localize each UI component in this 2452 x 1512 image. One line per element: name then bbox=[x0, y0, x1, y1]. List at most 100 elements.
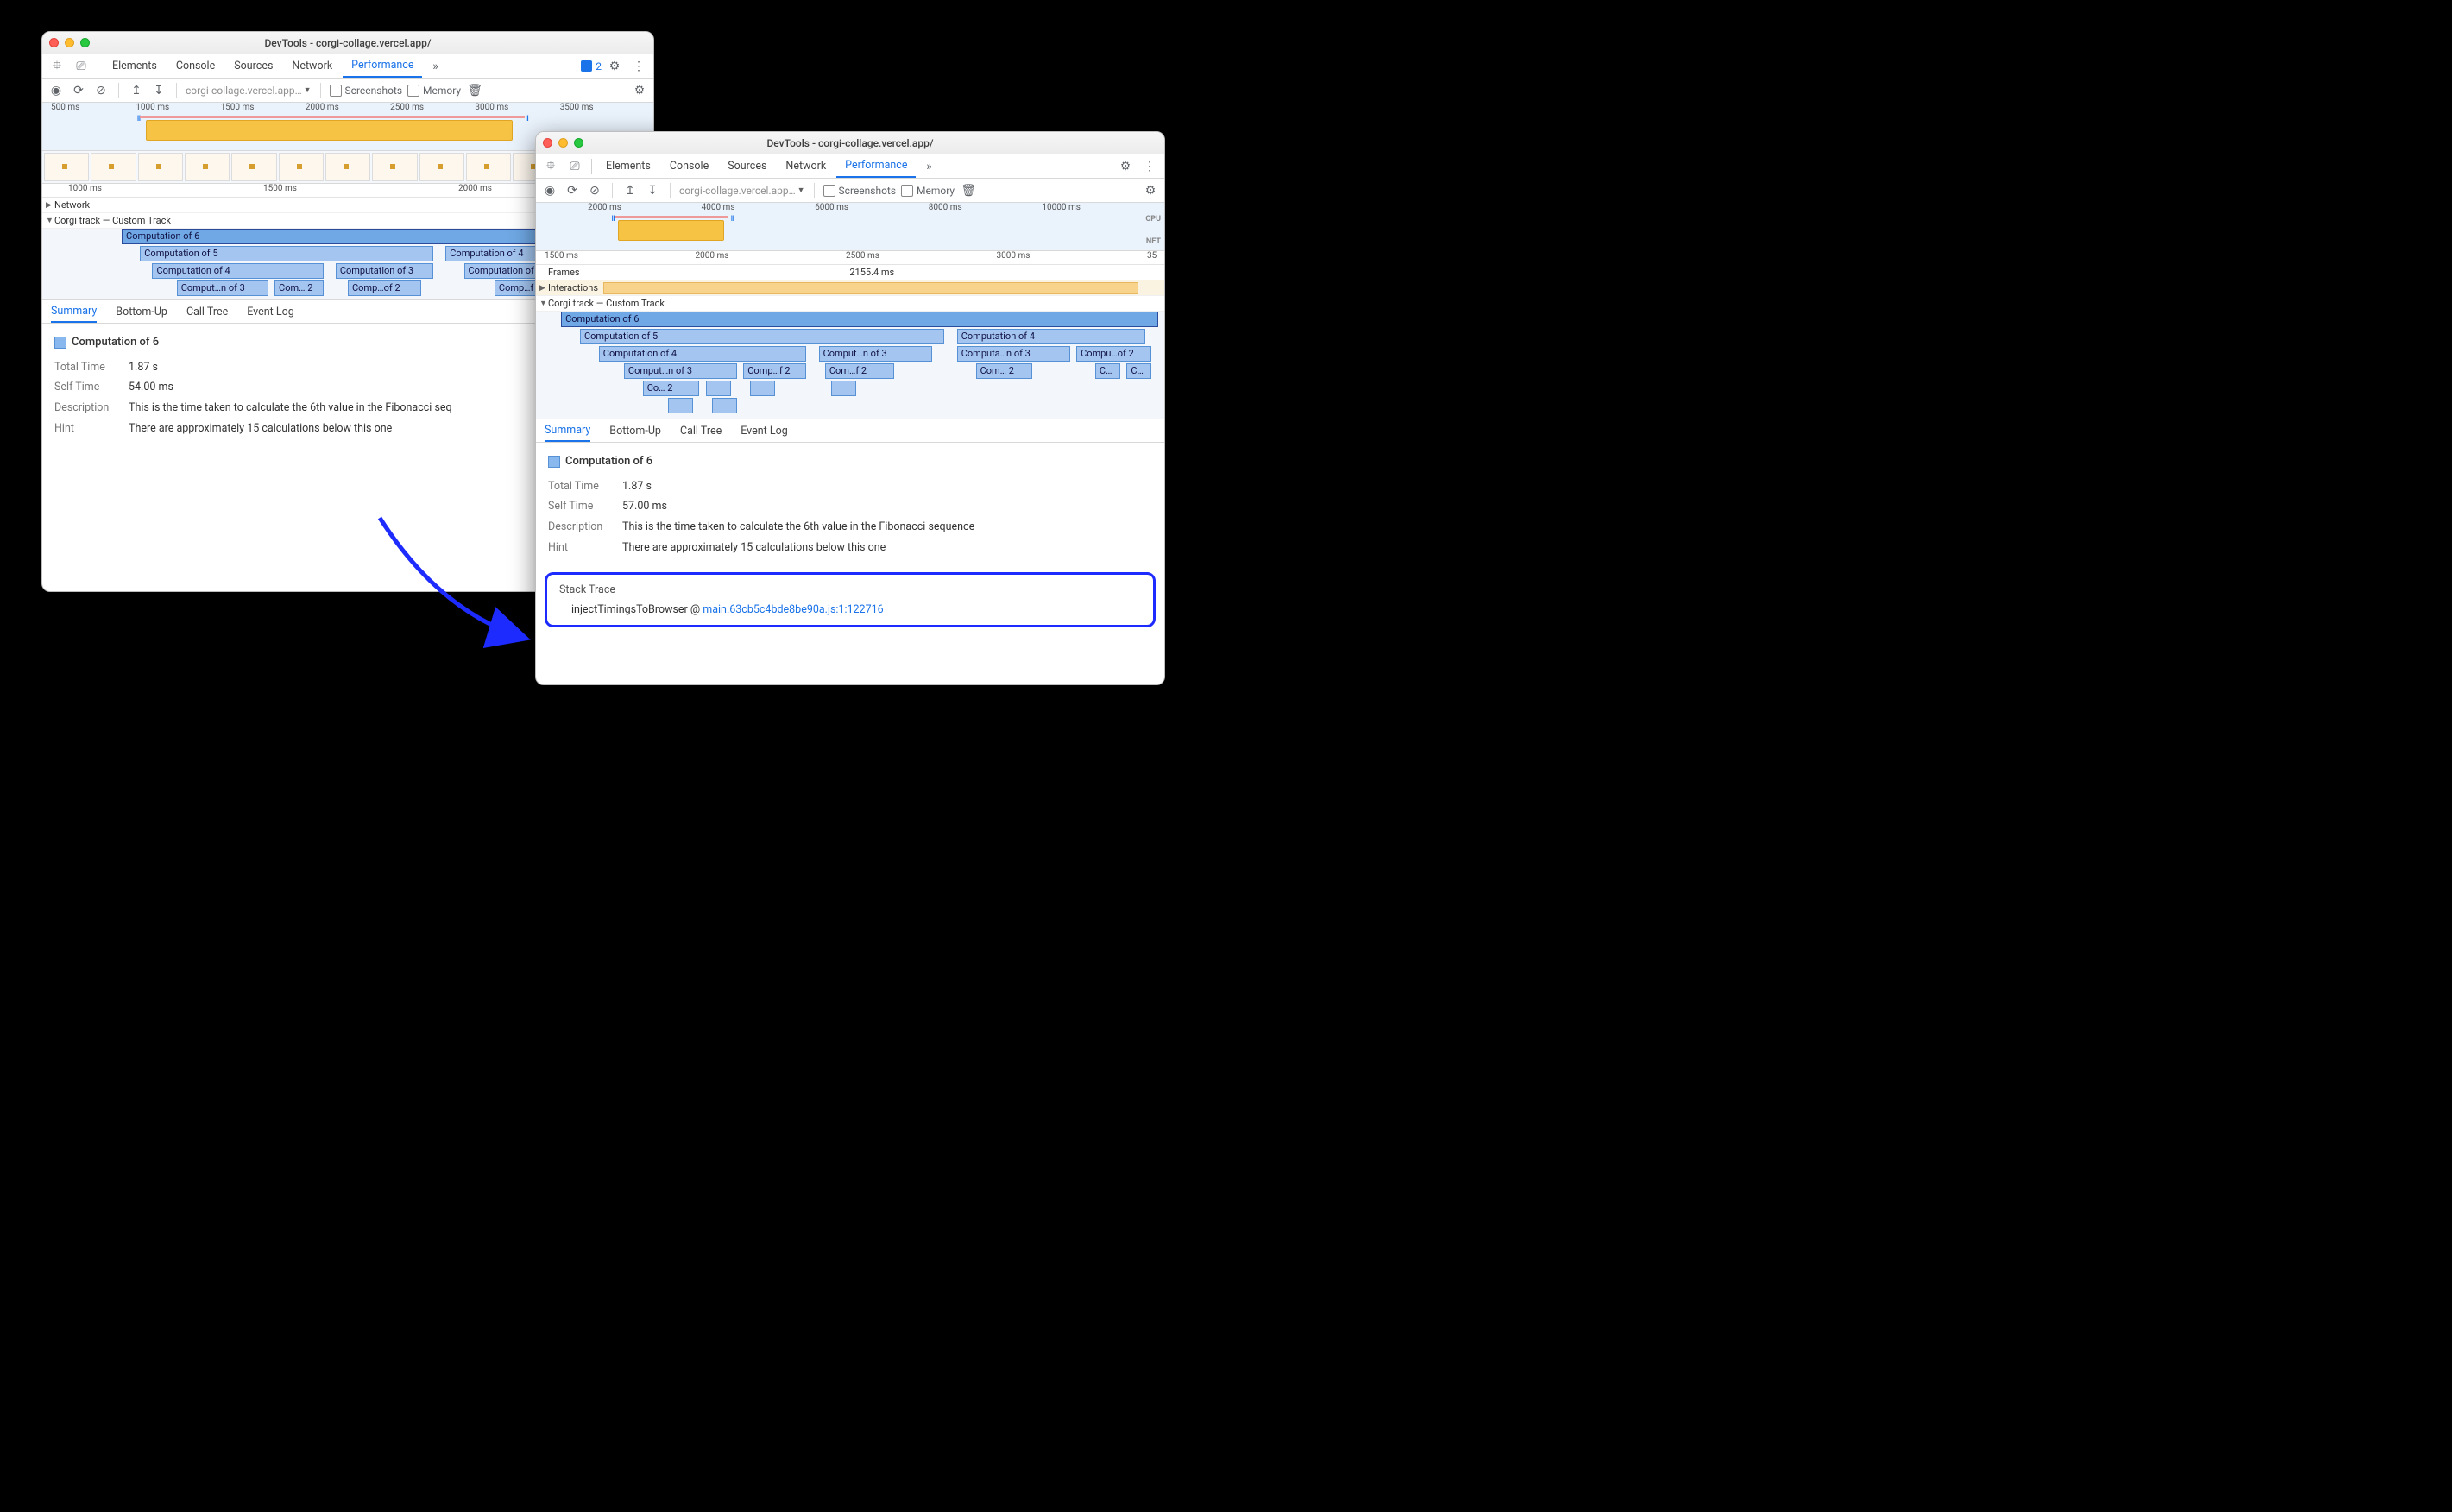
inspect-icon[interactable]: ⯐ bbox=[539, 156, 562, 177]
description-value: This is the time taken to calculate the … bbox=[622, 517, 974, 538]
subtab-eventlog[interactable]: Event Log bbox=[741, 425, 788, 438]
record-icon[interactable]: ◉ bbox=[541, 184, 558, 198]
titlebar[interactable]: DevTools - corgi-collage.vercel.app/ bbox=[42, 32, 653, 54]
subtab-calltree[interactable]: Call Tree bbox=[680, 425, 722, 438]
subtab-eventlog[interactable]: Event Log bbox=[247, 306, 294, 318]
clear-icon[interactable]: ⊘ bbox=[92, 84, 110, 98]
device-icon[interactable]: ⎚ bbox=[564, 160, 586, 173]
trash-icon[interactable]: 🗑 bbox=[960, 184, 977, 198]
overview-strip[interactable]: 2000 ms 4000 ms 6000 ms 8000 ms 10000 ms… bbox=[536, 203, 1164, 251]
range-start-handle[interactable]: ‖ bbox=[137, 114, 141, 150]
total-time-value: 1.87 s bbox=[622, 476, 652, 497]
flame-bar[interactable] bbox=[750, 381, 775, 396]
flame-bar[interactable]: Comput…n of 3 bbox=[177, 280, 268, 296]
panel-tabs: ⯐ ⎚ Elements Console Sources Network Per… bbox=[536, 154, 1164, 179]
gear-icon[interactable]: ⚙ bbox=[1114, 160, 1137, 173]
download-icon[interactable]: ↧ bbox=[644, 184, 661, 198]
flame-bar[interactable]: Comput…n of 3 bbox=[819, 346, 932, 362]
inspect-icon[interactable]: ⯐ bbox=[46, 56, 68, 77]
more-tabs-icon[interactable]: » bbox=[424, 60, 446, 73]
flame-bar[interactable]: Computation of 3 bbox=[336, 263, 433, 279]
subtab-summary[interactable]: Summary bbox=[545, 419, 590, 442]
total-time-value: 1.87 s bbox=[129, 357, 158, 378]
overview-main-block bbox=[146, 120, 513, 141]
upload-icon[interactable]: ↥ bbox=[128, 84, 145, 98]
flame-bar[interactable]: C… bbox=[1095, 363, 1120, 379]
subtab-bottomup[interactable]: Bottom-Up bbox=[116, 306, 167, 318]
tab-sources[interactable]: Sources bbox=[225, 54, 281, 78]
url-selector[interactable]: corgi-collage.vercel.app… bbox=[679, 185, 805, 197]
subtab-calltree[interactable]: Call Tree bbox=[186, 306, 228, 318]
memory-checkbox[interactable]: Memory bbox=[901, 185, 955, 197]
flame-bar[interactable] bbox=[668, 398, 693, 413]
kebab-icon[interactable]: ⋮ bbox=[627, 60, 650, 73]
range-end-handle[interactable]: ‖ bbox=[731, 214, 734, 250]
summary-heading: Computation of 6 bbox=[548, 451, 1152, 473]
tab-network[interactable]: Network bbox=[777, 154, 835, 178]
reload-icon[interactable]: ⟳ bbox=[70, 84, 87, 98]
flame-bar[interactable]: C… bbox=[1126, 363, 1151, 379]
tab-elements[interactable]: Elements bbox=[104, 54, 166, 78]
range-start-handle[interactable]: ‖ bbox=[611, 214, 615, 250]
overview-red-bar bbox=[140, 116, 525, 118]
screenshots-checkbox[interactable]: Screenshots bbox=[823, 185, 896, 197]
flame-bar[interactable]: Computation of 5 bbox=[580, 329, 944, 344]
flame-bar[interactable]: Co… 2 bbox=[643, 381, 700, 396]
record-icon[interactable]: ◉ bbox=[47, 84, 65, 98]
flame-chart[interactable]: Computation of 6 Computation of 5 Computat… bbox=[536, 312, 1164, 419]
download-icon[interactable]: ↧ bbox=[150, 84, 167, 98]
settings-gear-icon[interactable]: ⚙ bbox=[631, 84, 648, 98]
gear-icon[interactable]: ⚙ bbox=[603, 60, 626, 73]
more-tabs-icon[interactable]: » bbox=[917, 160, 940, 173]
titlebar[interactable]: DevTools - corgi-collage.vercel.app/ bbox=[536, 132, 1164, 154]
flame-bar[interactable]: Comput…n of 3 bbox=[624, 363, 737, 379]
flame-bar[interactable]: Com… 2 bbox=[976, 363, 1033, 379]
description-value: This is the time taken to calculate the … bbox=[129, 398, 452, 419]
screenshots-checkbox[interactable]: Screenshots bbox=[330, 85, 402, 97]
flame-bar[interactable]: Computation of 4 bbox=[152, 263, 323, 279]
clear-icon[interactable]: ⊘ bbox=[586, 184, 603, 198]
flame-bar[interactable] bbox=[706, 381, 731, 396]
flame-bar[interactable] bbox=[712, 398, 737, 413]
tab-elements[interactable]: Elements bbox=[597, 154, 659, 178]
tab-performance[interactable]: Performance bbox=[836, 154, 916, 178]
summary-panel: Computation of 6 Total Time1.87 s Self T… bbox=[536, 443, 1164, 567]
memory-checkbox[interactable]: Memory bbox=[407, 85, 461, 97]
time-ruler[interactable]: 1500 ms 2000 ms 2500 ms 3000 ms 35 bbox=[536, 251, 1164, 265]
subtab-bottomup[interactable]: Bottom-Up bbox=[609, 425, 661, 438]
perf-toolbar: ◉ ⟳ ⊘ ↥ ↧ corgi-collage.vercel.app… Scre… bbox=[42, 79, 653, 103]
flame-bar[interactable]: Comp…of 2 bbox=[348, 280, 421, 296]
tab-console[interactable]: Console bbox=[661, 154, 717, 178]
track-custom[interactable]: ▼Corgi track — Custom Track bbox=[536, 296, 1164, 312]
tab-network[interactable]: Network bbox=[283, 54, 341, 78]
settings-gear-icon[interactable]: ⚙ bbox=[1142, 184, 1159, 198]
stack-trace-header: Stack Trace bbox=[559, 583, 1141, 596]
flame-bar[interactable]: Comp…f 2 bbox=[743, 363, 806, 379]
range-end-handle[interactable]: ‖ bbox=[525, 114, 528, 150]
flame-bar[interactable]: Compu…of 2 bbox=[1076, 346, 1151, 362]
flame-bar[interactable]: Com… 2 bbox=[274, 280, 324, 296]
tab-sources[interactable]: Sources bbox=[719, 154, 775, 178]
kebab-icon[interactable]: ⋮ bbox=[1138, 160, 1161, 173]
flame-bar[interactable]: Computation of 6 bbox=[561, 312, 1158, 327]
url-selector[interactable]: corgi-collage.vercel.app… bbox=[186, 85, 312, 97]
hint-value: There are approximately 15 calculations … bbox=[622, 538, 886, 558]
flame-bar[interactable]: Com…f 2 bbox=[825, 363, 894, 379]
device-icon[interactable]: ⎚ bbox=[70, 60, 92, 73]
reload-icon[interactable]: ⟳ bbox=[564, 184, 581, 198]
net-label: NET bbox=[1146, 237, 1161, 246]
stack-source-link[interactable]: main.63cb5c4bde8be90a.js:1:122716 bbox=[703, 603, 883, 616]
subtab-summary[interactable]: Summary bbox=[51, 300, 97, 323]
upload-icon[interactable]: ↥ bbox=[621, 184, 639, 198]
trash-icon[interactable]: 🗑 bbox=[466, 84, 483, 98]
flame-bar[interactable]: Computation of 4 bbox=[599, 346, 806, 362]
track-frames[interactable]: Frames2155.4 ms bbox=[536, 265, 1164, 280]
issues-badge[interactable]: 2 bbox=[581, 60, 602, 72]
flame-bar[interactable] bbox=[831, 381, 856, 396]
tab-console[interactable]: Console bbox=[167, 54, 224, 78]
flame-bar[interactable]: Computa…n of 3 bbox=[957, 346, 1070, 362]
track-interactions[interactable]: ▶Interactions bbox=[536, 280, 1164, 296]
tab-performance[interactable]: Performance bbox=[343, 54, 422, 78]
flame-bar[interactable]: Computation of 4 bbox=[957, 329, 1145, 344]
flame-bar[interactable]: Computation of 5 bbox=[140, 246, 433, 261]
